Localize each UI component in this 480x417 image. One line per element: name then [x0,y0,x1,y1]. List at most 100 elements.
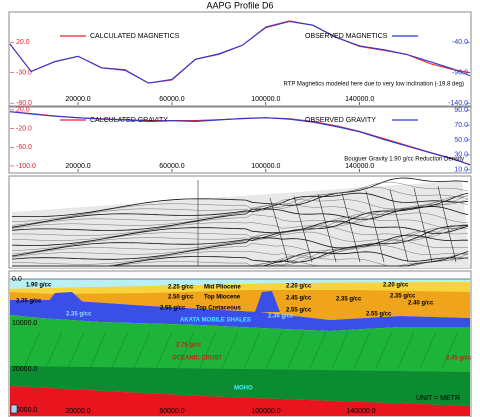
y-tick-label: -30.0 [16,70,32,77]
layer-label: 2.55 g/cc [286,308,312,314]
seismic-reflector [11,192,469,231]
seismic-reflector [11,177,469,217]
seismic-reflector [11,192,469,228]
hatch-line [265,331,283,369]
seismic-reflector [11,200,469,241]
x-tick-label: 140000.0 [345,163,374,170]
y-tick-label: -20.0 [16,125,32,132]
y2-tick-label: -40.0 [452,39,468,46]
lower-crust [10,366,470,406]
seismic-fault [341,192,361,263]
seismic-reflector [11,224,469,257]
seismic-reflector [11,225,469,260]
hatch-line [177,331,195,369]
hatch-line [243,331,261,369]
seismic-fault [269,197,289,263]
shale-diapir [45,292,85,306]
model-section: 0.0 10000.0 20000.0 30000.0 20000.0 6000… [8,270,472,417]
shale-diapir [255,291,280,312]
layer-label: 2.35 g/cc [66,312,92,318]
unit-label: UNIT = METR [416,395,460,402]
layer-label: 2.35 g/cc [16,299,42,305]
seismic-reflector [12,195,469,236]
annotation: RTP Magnetics modeled here due to very l… [283,82,464,88]
layer-label: 2.35 g/cc [336,297,362,303]
distance-label: 100000.0 [251,408,280,415]
y-tick-label: 20.0 [16,107,30,114]
hatch-line [419,331,437,369]
distance-label: 140000.0 [346,408,375,415]
layer-label: 2.20 g/cc [286,284,312,290]
layer-label: 2.50 g/cc [168,295,194,301]
hatch-line [67,331,85,369]
distance-label: 60000.0 [159,408,184,415]
hatching [23,331,459,369]
seismic-fault [437,186,457,263]
hatch-line [199,331,217,369]
hatch-line [133,331,151,369]
y-tick-label: 20.0 [16,39,30,46]
x-tick-label: 60000.0 [159,163,184,170]
seismic-fault [413,187,433,263]
hatch-line [441,331,459,369]
layer-label: 2.25 g/cc [168,285,194,291]
layer-label: 2.36 g/cc [268,314,294,320]
data-line [9,20,471,84]
layer-label: 2.45 g/cc [446,356,472,362]
layer-label: 2.45 g/cc [286,296,312,302]
y2-tick-label: 90.0 [454,107,468,114]
legend-label: OBSERVED GRAVITY [305,117,376,124]
mantle-layer [10,386,470,416]
layer-label: 2.55 g/cc [366,312,392,318]
shale-layer [10,300,470,331]
y-tick-label: -100.0 [16,163,36,170]
y2-tick-label: -140.0 [448,100,468,107]
pliocene-layer [10,282,470,294]
seismic-fault [317,194,337,263]
depth-label: 0.0 [12,276,22,283]
hatch-line [23,331,41,369]
y2-tick-label: -90.0 [452,70,468,77]
seismic-fault [293,196,313,263]
x-tick-label: 20000.0 [65,96,90,103]
hatch-line [45,331,63,369]
hatch-line [287,331,305,369]
seismic-reflector [11,206,469,246]
title: AAPG Profile D6 [206,0,273,10]
x-tick-label: 140000.0 [345,96,374,103]
hatch-line [353,331,371,369]
scroll-icon[interactable] [10,404,18,414]
legend-label: CALCULATED MAGNETICS [90,33,180,40]
distance-label: 20000.0 [65,408,90,415]
x-tick-label: 100000.0 [251,96,280,103]
hatch-line [155,331,173,369]
hatch-line [397,331,415,369]
x-tick-label: 20000.0 [65,163,90,170]
x-tick-label: 60000.0 [159,96,184,103]
hatch-line [89,331,107,369]
seismic-fault [365,191,385,263]
layer-label: 2.20 g/cc [383,283,409,289]
data-line [9,111,471,166]
layer-label: Mid Pliocene [204,285,241,291]
layer-label: Top Miocene [204,295,241,301]
depth-label: 20000.0 [12,366,37,373]
seismic-reflector [12,253,469,267]
seismic-reflector [12,228,469,265]
layer-label: OCEANIC CRUST [172,356,222,362]
layer-label: 2.55 g/cc [160,306,186,312]
layer-label: 2.35 g/cc [390,294,416,300]
layer-label: 2.75 g/cc [176,343,202,349]
hatch-line [375,331,393,369]
y-tick-label: -80.0 [16,100,32,107]
hatch-line [221,331,239,369]
y2-tick-label: 50.0 [454,137,468,144]
y-tick-label: -60.0 [16,144,32,151]
y2-tick-label: 10.0 [454,167,468,174]
layer-label: AKATA MOBILE SHALES [180,318,251,324]
seismic-reflector [11,198,469,229]
annotation: Bouguer Gravity 1.90 g/cc Reduction Dens… [344,157,464,163]
hatch-line [331,331,349,369]
seismic-section [11,177,470,268]
